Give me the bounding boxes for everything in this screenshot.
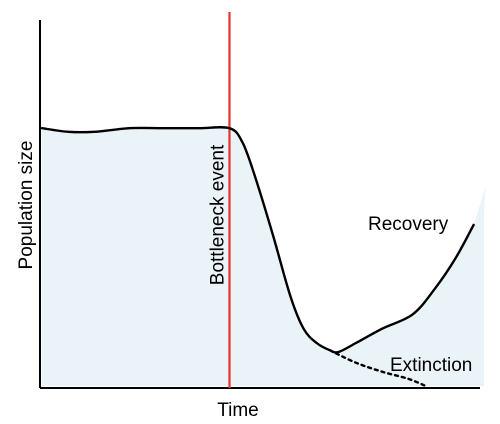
recovery-label: Recovery: [368, 214, 449, 235]
x-axis-label: Time: [217, 400, 259, 421]
bottleneck-event-label: Bottleneck event: [208, 144, 229, 285]
series-layer: [40, 125, 475, 388]
extinction-label: Extinction: [390, 355, 472, 376]
extinction-curve: [328, 349, 427, 388]
y-axis-label: Population size: [16, 141, 37, 270]
recovery-curve: [40, 125, 475, 354]
population-shading: [42, 127, 486, 386]
